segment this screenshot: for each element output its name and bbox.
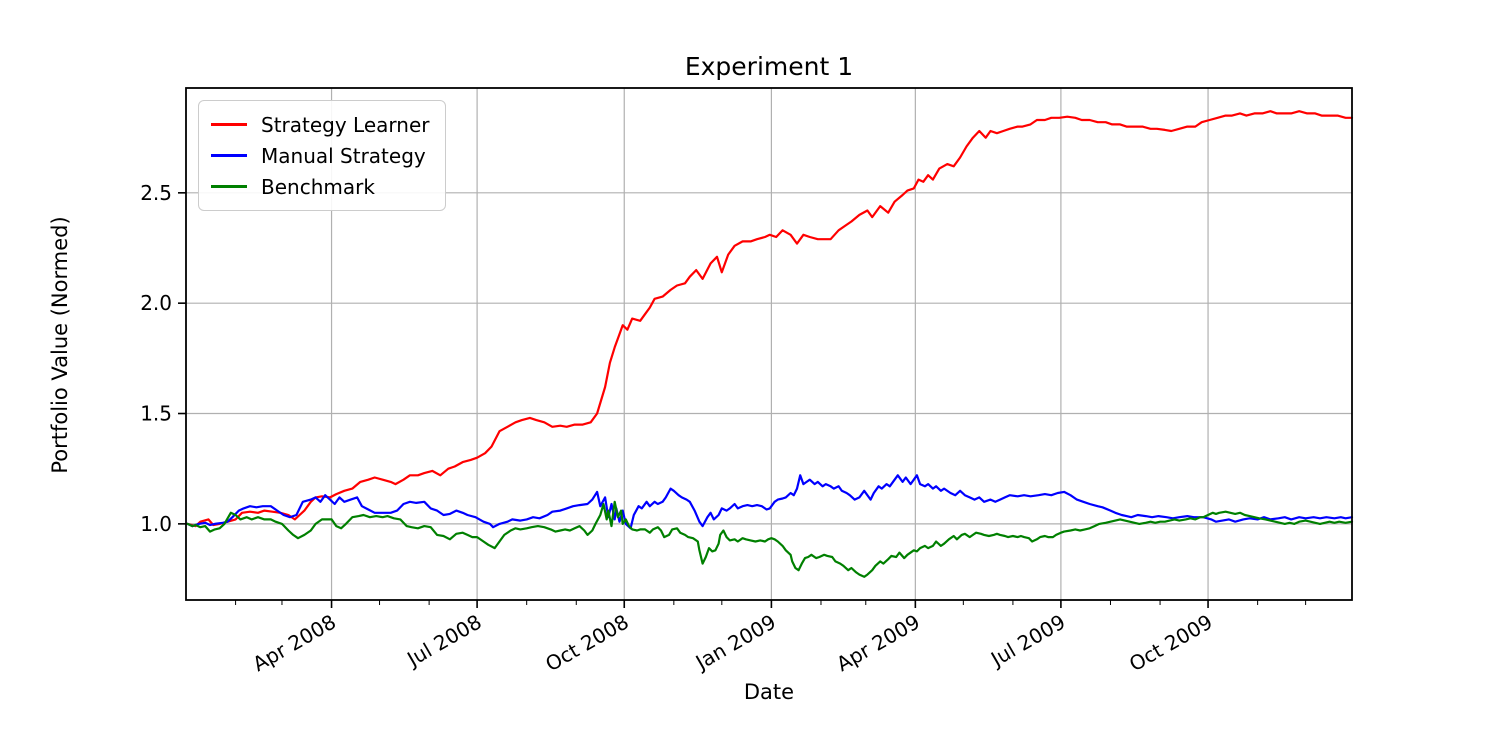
y-tick-label: 1.0	[140, 512, 172, 536]
y-tick-label: 2.0	[140, 291, 172, 315]
x-tick-label: Apr 2008	[248, 610, 340, 677]
legend-item: Manual Strategy	[211, 140, 433, 171]
legend-line-swatch-red	[211, 123, 247, 126]
y-tick-label: 1.5	[140, 402, 172, 426]
series-line-strategy-learner	[186, 110, 1354, 528]
series-line-benchmark	[186, 500, 1354, 578]
legend-item-label: Strategy Learner	[261, 112, 430, 137]
axes-spines	[185, 87, 1353, 601]
legend-item: Strategy Learner	[211, 109, 433, 140]
chart-title: Experiment 1	[684, 52, 854, 81]
legend-line-swatch-green	[211, 185, 247, 188]
x-axis-label: Date	[743, 680, 795, 704]
legend-item-label: Benchmark	[261, 174, 375, 199]
x-tick-label: Oct 2008	[541, 610, 633, 677]
legend: Strategy Learner Manual Strategy Benchma…	[198, 100, 446, 211]
y-tick-label: 2.5	[140, 181, 172, 205]
x-tick-label: Jan 2009	[690, 610, 780, 676]
legend-item: Benchmark	[211, 171, 433, 202]
legend-line-swatch-blue	[211, 154, 247, 157]
series-lines	[186, 110, 1354, 578]
y-axis-label: Portfolio Value (Normed)	[48, 216, 72, 474]
x-tick-label: Jul 2008	[401, 610, 485, 672]
tick-labels: 1.0 1.5 2.0 2.5 Apr 2008 Jul 2008 Oct 2008 Jan …	[140, 181, 1216, 676]
x-tick-label: Oct 2009	[1125, 610, 1217, 677]
x-tick-label: Apr 2009	[832, 610, 924, 677]
series-line-manual-strategy	[186, 474, 1354, 530]
legend-item-label: Manual Strategy	[261, 143, 426, 168]
axis-ticks	[178, 192, 1307, 608]
x-tick-label: Jul 2009	[985, 610, 1069, 672]
